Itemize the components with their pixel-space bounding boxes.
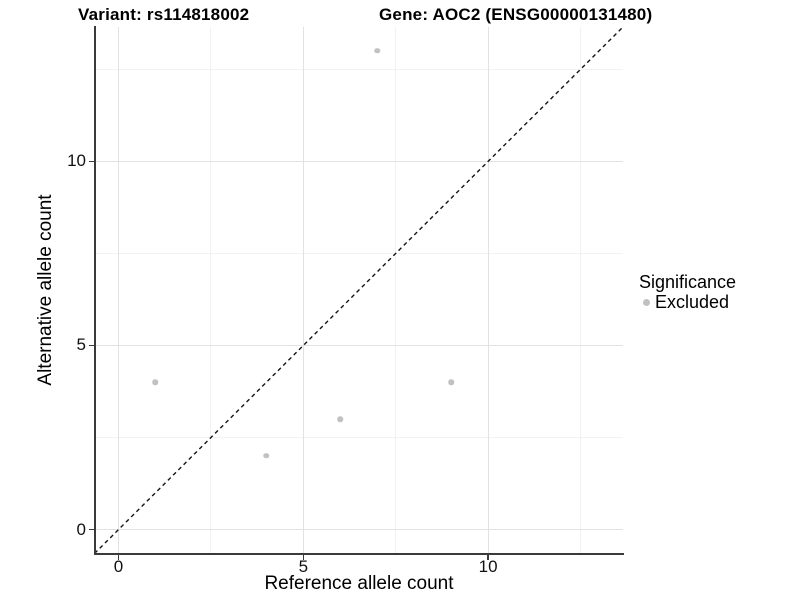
x-tick-mark bbox=[487, 555, 489, 560]
x-major-gridline bbox=[118, 27, 120, 554]
identity-dashed-line bbox=[94, 26, 624, 554]
x-major-gridline bbox=[487, 27, 489, 554]
y-major-gridline bbox=[94, 160, 623, 162]
x-tick-label: 10 bbox=[478, 557, 498, 576]
x-major-gridline bbox=[302, 27, 304, 554]
x-tick-mark bbox=[302, 555, 305, 560]
x-tick-mark bbox=[117, 555, 120, 560]
y-minor-gridline bbox=[94, 252, 623, 254]
y-axis-line bbox=[93, 26, 96, 555]
y-tick-label: 10 bbox=[67, 151, 86, 171]
plot-title-gene: Gene: AOC2 (ENSG00000131480) bbox=[379, 5, 653, 24]
y-minor-gridline bbox=[94, 68, 623, 70]
data-point bbox=[152, 379, 159, 386]
data-point bbox=[263, 453, 270, 459]
y-major-gridline bbox=[94, 344, 623, 346]
x-axis-line bbox=[93, 553, 624, 555]
y-tick-label: 5 bbox=[76, 335, 86, 355]
data-point bbox=[374, 48, 380, 54]
y-major-gridline bbox=[94, 529, 623, 531]
y-tick-mark bbox=[88, 160, 94, 163]
y-tick-mark bbox=[88, 344, 94, 347]
x-tick-label: 5 bbox=[298, 557, 309, 576]
legend-item-label: Excluded bbox=[655, 291, 730, 312]
x-axis-title: Reference allele count bbox=[264, 573, 454, 594]
y-tick-label: 0 bbox=[76, 519, 86, 539]
x-tick-label: 0 bbox=[113, 557, 124, 576]
circle-icon bbox=[643, 298, 650, 306]
plot-title-variant: Variant: rs114818002 bbox=[78, 5, 250, 24]
y-tick-mark bbox=[88, 528, 94, 531]
legend-item: Excluded bbox=[639, 292, 729, 312]
x-minor-gridline bbox=[395, 27, 397, 554]
x-minor-gridline bbox=[210, 27, 212, 554]
legend-items: Excluded bbox=[639, 292, 729, 312]
data-point bbox=[337, 416, 344, 422]
data-point bbox=[448, 379, 454, 386]
legend-title: Significance bbox=[639, 272, 737, 292]
y-minor-gridline bbox=[94, 437, 623, 439]
y-axis-title: Alternative allele count bbox=[35, 194, 56, 386]
x-minor-gridline bbox=[579, 27, 581, 554]
